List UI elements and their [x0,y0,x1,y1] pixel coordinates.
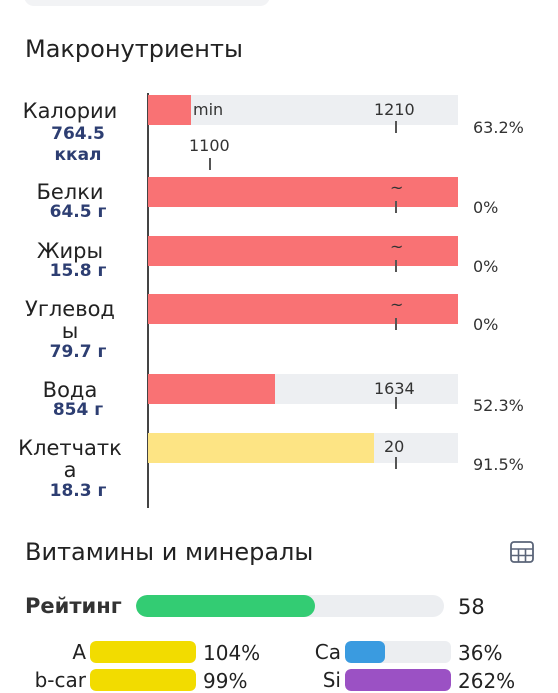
nutrient-amount-protein: 64.5 г [49,202,107,222]
percent-carbs: 0% [473,315,499,334]
nutrient-label-fat: Жиры [36,239,104,263]
vm-percent-si: 262% [458,669,516,693]
vm-track-ca [345,641,451,663]
bar-fill-fat [148,236,458,266]
tick-label-calories-target: 1210 [374,100,415,119]
rating-bar-track [136,595,444,617]
nutrient-label-water: Вода [42,378,98,402]
vm-percent-bcar: 99% [203,669,248,693]
bar-fill-protein [148,177,458,207]
table-grid-icon[interactable] [510,541,534,563]
vm-percent-a: 104% [203,641,261,665]
top-partial-element [24,0,270,6]
nutrient-label-calories: Калории [22,99,118,123]
vm-fill-si [345,669,451,691]
tick-fiber [395,457,397,469]
nutrient-amount-fiber: 18.3 г [49,481,107,501]
vm-percent-ca: 36% [458,641,503,665]
tick-water [395,397,397,409]
bar-track-calories [148,95,458,125]
bar-fill-water [148,374,275,404]
nutrient-unit-calories: ккал [54,145,102,165]
tick-label-fiber: 20 [384,437,405,456]
vm-fill-ca [345,641,385,663]
rating-bar-fill [136,595,315,617]
vitamins-title: Витамины и минералы [25,538,314,566]
tick-calories-target [395,121,397,133]
min-label: min [193,100,224,119]
vm-fill-a [90,641,196,663]
tick-calories-min [209,158,211,170]
percent-fiber: 91.5% [473,455,524,474]
nutrient-label-protein: Белки [36,180,104,204]
rating-value: 58 [458,595,485,619]
vm-track-a [90,641,196,663]
nutrient-label-carbs-line2: ы [61,319,79,343]
vm-track-si [345,669,451,691]
nutrient-amount-fat: 15.8 г [49,261,107,281]
bar-fill-calories [148,95,191,125]
vm-fill-bcar [90,669,196,691]
percent-calories: 63.2% [473,118,524,137]
percent-protein: 0% [473,198,499,217]
vm-label-bcar: b-car [34,668,86,692]
nutrient-label-carbs-line1: Углевод [25,297,115,321]
nutrient-amount-water: 854 г [52,400,104,420]
marker-fat: ~ [390,237,404,256]
tick-fat [395,260,397,272]
nutrient-amount-carbs: 79.7 г [49,342,107,362]
tick-label-calories-min: 1100 [189,136,230,155]
percent-fat: 0% [473,257,499,276]
percent-water: 52.3% [473,396,524,415]
vm-track-bcar [90,669,196,691]
tick-label-water: 1634 [374,379,415,398]
nutrient-amount-calories: 764.5 [51,124,105,144]
marker-carbs: ~ [390,295,404,314]
rating-label: Рейтинг [25,594,122,618]
macronutrients-title: Макронутриенты [25,35,243,63]
nutrient-label-fiber-line2: а [63,458,77,482]
vm-label-a: A [72,640,86,664]
vm-label-si: Si [322,668,341,692]
vm-label-ca: Ca [314,640,341,664]
tick-carbs [395,318,397,330]
bar-fill-carbs [148,294,458,324]
bar-fill-fiber [148,433,374,463]
marker-protein: ~ [390,178,404,197]
tick-protein [395,201,397,213]
nutrient-label-fiber-line1: Клетчатк [18,436,122,460]
